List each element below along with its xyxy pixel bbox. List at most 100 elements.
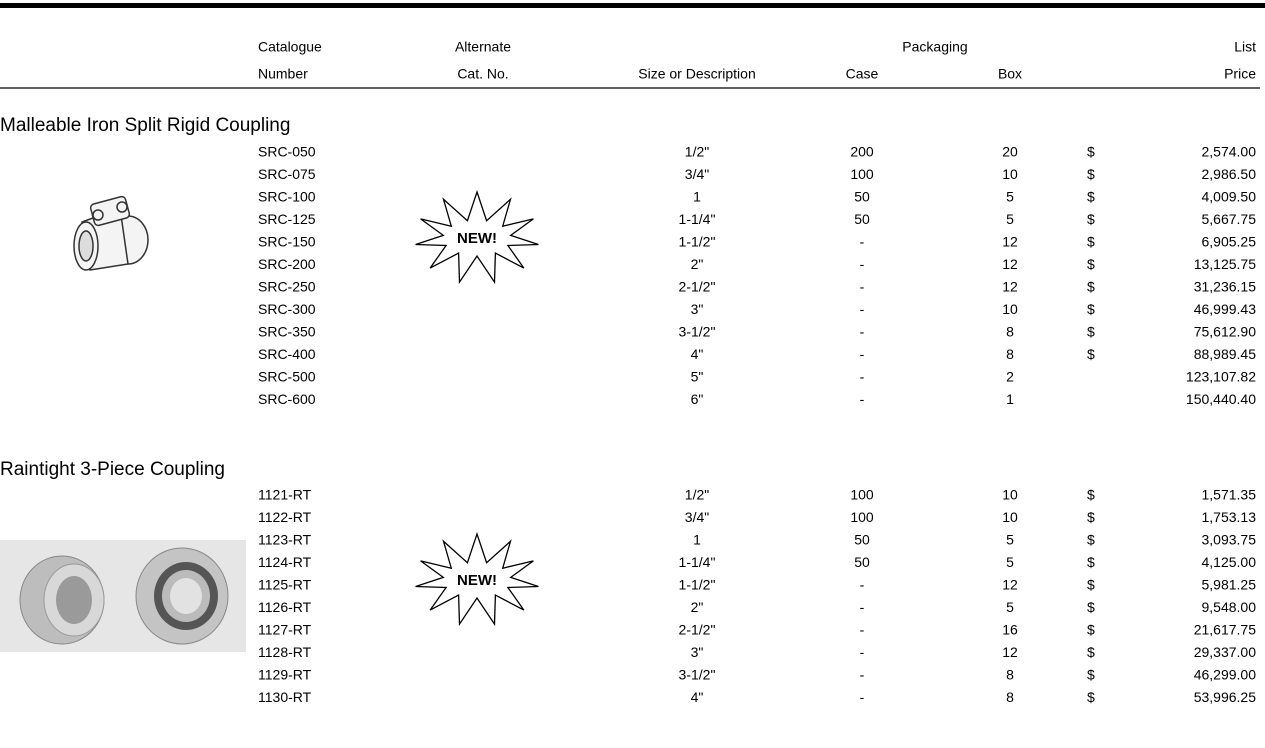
catalogue-number: 1128-RT — [258, 644, 312, 660]
case-qty: - — [860, 622, 865, 638]
box-qty: 10 — [1002, 166, 1018, 182]
size: 2-1/2" — [679, 622, 716, 638]
case-qty: 100 — [850, 166, 874, 182]
size: 3/4" — [685, 509, 709, 525]
box-qty: 20 — [1002, 144, 1018, 160]
new-badge-shape — [415, 189, 539, 285]
catalogue-number: 1124-RT — [258, 554, 312, 570]
catalogue-number: 1127-RT — [258, 622, 312, 638]
case-qty: - — [860, 599, 865, 615]
box-qty: 2 — [1006, 369, 1014, 385]
box-qty: 10 — [1002, 487, 1018, 503]
catalogue-number: SRC-300 — [258, 301, 316, 317]
catalogue-number: SRC-075 — [258, 166, 316, 182]
box-qty: 12 — [1002, 644, 1018, 660]
currency: $ — [1087, 667, 1095, 683]
box-qty: 10 — [1002, 509, 1018, 525]
case-qty: 100 — [850, 487, 874, 503]
case-qty: 50 — [854, 532, 870, 548]
section-title: Raintight 3-Piece Coupling — [0, 459, 225, 480]
box-qty: 5 — [1006, 211, 1014, 227]
catalogue-number: 1126-RT — [258, 599, 312, 615]
list-price: 3,093.75 — [1202, 532, 1257, 548]
size: 1 — [693, 189, 701, 205]
currency: $ — [1087, 211, 1095, 227]
size: 3" — [691, 644, 704, 660]
size: 3-1/2" — [679, 667, 716, 683]
list-price: 5,667.75 — [1202, 211, 1257, 227]
currency: $ — [1087, 599, 1095, 615]
currency: $ — [1087, 577, 1095, 593]
size: 1-1/2" — [679, 577, 716, 593]
currency: $ — [1087, 144, 1095, 160]
case-qty: 50 — [854, 189, 870, 205]
catalogue-number: SRC-250 — [258, 279, 316, 295]
catalogue-number: 1121-RT — [258, 487, 312, 503]
catalogue-number: SRC-100 — [258, 189, 316, 205]
size: 5" — [691, 369, 704, 385]
box-qty: 5 — [1006, 532, 1014, 548]
box-qty: 1 — [1006, 391, 1014, 407]
list-price: 13,125.75 — [1194, 256, 1256, 272]
list-price: 1,571.35 — [1202, 487, 1257, 503]
box-qty: 5 — [1006, 599, 1014, 615]
box-qty: 8 — [1006, 667, 1014, 683]
box-qty: 10 — [1002, 301, 1018, 317]
size: 3" — [691, 301, 704, 317]
size: 1 — [693, 532, 701, 548]
catalogue-number: 1129-RT — [258, 667, 312, 683]
list-price: 75,612.90 — [1194, 324, 1256, 340]
case-qty: 100 — [850, 509, 874, 525]
new-badge: NEW! — [457, 572, 497, 589]
size: 2" — [691, 599, 704, 615]
box-qty: 5 — [1006, 554, 1014, 570]
new-badge-shape — [415, 531, 539, 627]
case-qty: - — [860, 689, 865, 705]
currency: $ — [1087, 509, 1095, 525]
list-price: 123,107.82 — [1186, 369, 1256, 385]
size: 3-1/2" — [679, 324, 716, 340]
list-price: 9,548.00 — [1202, 599, 1257, 615]
currency: $ — [1087, 487, 1095, 503]
box-qty: 12 — [1002, 279, 1018, 295]
list-price: 21,617.75 — [1194, 622, 1256, 638]
case-qty: - — [860, 279, 865, 295]
header-number: Number — [258, 66, 308, 82]
box-qty: 12 — [1002, 256, 1018, 272]
box-qty: 16 — [1002, 622, 1018, 638]
header-list: List — [1234, 39, 1256, 55]
list-price: 31,236.15 — [1194, 279, 1256, 295]
currency: $ — [1087, 324, 1095, 340]
size: 1-1/4" — [679, 211, 716, 227]
list-price: 4,009.50 — [1202, 189, 1257, 205]
header-price: Price — [1224, 66, 1256, 82]
catalogue-number: SRC-125 — [258, 211, 316, 227]
case-qty: - — [860, 346, 865, 362]
list-price: 2,986.50 — [1202, 166, 1257, 182]
list-price: 2,574.00 — [1202, 144, 1257, 160]
case-qty: - — [860, 577, 865, 593]
catalogue-number: SRC-350 — [258, 324, 316, 340]
header-catalogue: Catalogue — [258, 39, 322, 55]
catalogue-number: 1125-RT — [258, 577, 312, 593]
size: 1/2" — [685, 144, 709, 160]
product-image — [73, 195, 149, 271]
currency: $ — [1087, 689, 1095, 705]
size: 3/4" — [685, 166, 709, 182]
list-price: 29,337.00 — [1194, 644, 1256, 660]
size: 1-1/2" — [679, 234, 716, 250]
box-qty: 12 — [1002, 577, 1018, 593]
case-qty: 50 — [854, 211, 870, 227]
header-case: Case — [846, 66, 879, 82]
list-price: 4,125.00 — [1202, 554, 1257, 570]
currency: $ — [1087, 256, 1095, 272]
list-price: 150,440.40 — [1186, 391, 1256, 407]
box-qty: 8 — [1006, 689, 1014, 705]
catalogue-number: 1130-RT — [258, 689, 312, 705]
currency: $ — [1087, 234, 1095, 250]
catalogue-number: SRC-500 — [258, 369, 316, 385]
size: 1/2" — [685, 487, 709, 503]
size: 2" — [691, 256, 704, 272]
catalogue-number: 1122-RT — [258, 509, 312, 525]
